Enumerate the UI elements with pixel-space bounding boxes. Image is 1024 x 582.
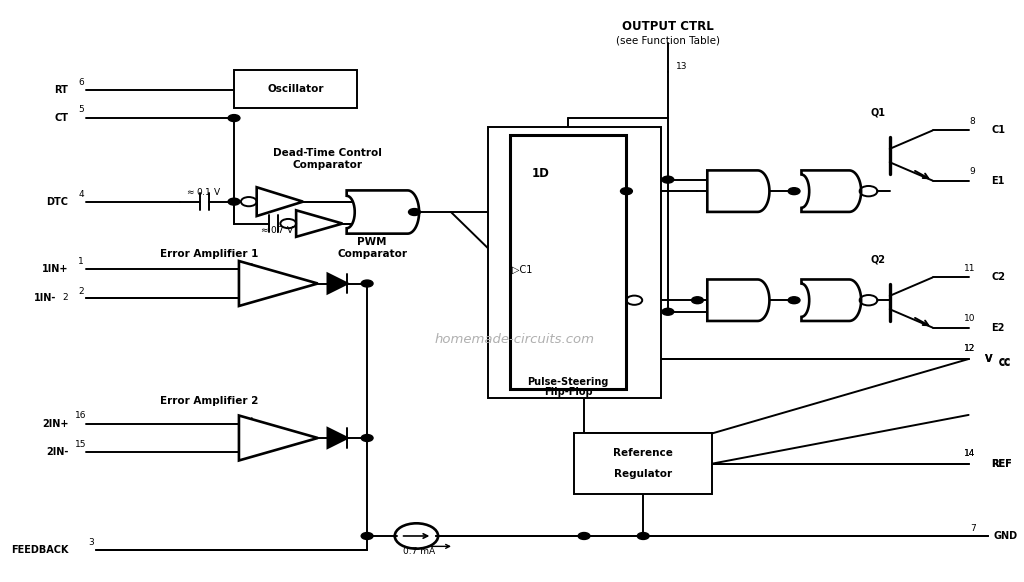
- Text: −: −: [247, 294, 257, 307]
- Text: V: V: [985, 354, 993, 364]
- Text: 1IN+: 1IN+: [42, 264, 69, 274]
- Text: 1IN-: 1IN-: [34, 293, 56, 303]
- Text: Q1: Q1: [870, 107, 886, 118]
- Polygon shape: [708, 171, 769, 212]
- Text: C1: C1: [991, 126, 1006, 136]
- Text: Error Amplifier 1: Error Amplifier 1: [160, 249, 258, 258]
- Text: Comparator: Comparator: [337, 249, 408, 258]
- Circle shape: [409, 208, 421, 215]
- Text: $\approx$0.1 V: $\approx$0.1 V: [185, 186, 221, 197]
- Text: CT: CT: [54, 113, 69, 123]
- Text: Error Amplifier 2: Error Amplifier 2: [160, 396, 258, 406]
- Polygon shape: [802, 171, 861, 212]
- Text: (see Function Table): (see Function Table): [615, 36, 720, 45]
- Text: REF: REF: [991, 459, 1012, 469]
- Polygon shape: [347, 190, 419, 233]
- Text: $\approx$0.7 V: $\approx$0.7 V: [259, 224, 294, 235]
- Polygon shape: [296, 210, 342, 237]
- Text: 2IN-: 2IN-: [46, 448, 69, 457]
- Circle shape: [637, 533, 649, 540]
- Text: 5: 5: [78, 105, 84, 115]
- Text: 8: 8: [970, 117, 976, 126]
- Text: Comparator: Comparator: [293, 160, 362, 171]
- Text: E1: E1: [991, 176, 1005, 186]
- Text: REF: REF: [991, 459, 1012, 469]
- Text: CC: CC: [998, 358, 1011, 367]
- Circle shape: [788, 297, 800, 304]
- Text: 2: 2: [79, 286, 84, 296]
- Text: Dead-Time Control: Dead-Time Control: [273, 148, 382, 158]
- Text: 11: 11: [964, 264, 976, 273]
- Bar: [574, 434, 713, 494]
- Text: 12: 12: [965, 344, 976, 353]
- Bar: [234, 70, 357, 108]
- Text: 12: 12: [965, 344, 976, 353]
- Circle shape: [579, 533, 590, 540]
- Polygon shape: [328, 428, 347, 448]
- Text: 2: 2: [62, 293, 69, 303]
- Text: +: +: [247, 416, 257, 428]
- Text: 14: 14: [965, 449, 976, 458]
- Text: homemade-circuits.com: homemade-circuits.com: [435, 333, 595, 346]
- Text: 13: 13: [676, 62, 687, 70]
- Text: 9: 9: [970, 167, 976, 176]
- Polygon shape: [802, 279, 861, 321]
- Text: Oscillator: Oscillator: [267, 84, 324, 94]
- Circle shape: [361, 435, 373, 442]
- Text: +: +: [247, 261, 257, 274]
- Circle shape: [361, 280, 373, 287]
- Text: 15: 15: [76, 440, 87, 449]
- Text: 1D: 1D: [531, 167, 550, 180]
- Text: 2IN+: 2IN+: [42, 418, 69, 428]
- Text: ▷C1: ▷C1: [512, 265, 532, 275]
- Text: 4: 4: [79, 190, 84, 198]
- Circle shape: [788, 188, 800, 194]
- Text: V: V: [985, 354, 993, 364]
- Circle shape: [621, 188, 633, 194]
- Text: DTC: DTC: [46, 197, 69, 207]
- Text: 7: 7: [970, 524, 976, 533]
- Text: E2: E2: [991, 322, 1005, 332]
- Text: 14: 14: [965, 449, 976, 458]
- Text: Regulator: Regulator: [614, 469, 673, 479]
- Text: 6: 6: [78, 78, 84, 87]
- Polygon shape: [257, 187, 303, 216]
- Polygon shape: [328, 274, 347, 293]
- Text: FEEDBACK: FEEDBACK: [11, 545, 69, 555]
- Bar: [488, 127, 660, 398]
- Text: Q2: Q2: [870, 254, 886, 264]
- Text: RT: RT: [54, 86, 69, 95]
- Text: 3: 3: [88, 538, 94, 547]
- Polygon shape: [239, 416, 317, 460]
- Text: −: −: [247, 449, 257, 462]
- Text: GND: GND: [993, 531, 1018, 541]
- Text: OUTPUT CTRL: OUTPUT CTRL: [622, 20, 714, 34]
- Text: 10: 10: [964, 314, 976, 323]
- Text: Pulse-Steering: Pulse-Steering: [527, 377, 609, 386]
- Text: 1: 1: [78, 257, 84, 265]
- Text: Reference: Reference: [613, 448, 673, 458]
- Text: PWM: PWM: [357, 237, 387, 247]
- Polygon shape: [239, 261, 317, 306]
- Circle shape: [361, 533, 373, 540]
- Text: Flip-Flop: Flip-Flop: [544, 387, 593, 397]
- Text: 16: 16: [76, 411, 87, 420]
- Circle shape: [662, 308, 674, 315]
- Text: CC: CC: [998, 359, 1011, 368]
- Circle shape: [662, 176, 674, 183]
- Circle shape: [228, 198, 240, 205]
- Circle shape: [691, 297, 703, 304]
- Text: 0.7 mA: 0.7 mA: [403, 547, 435, 556]
- Polygon shape: [708, 279, 769, 321]
- Bar: [510, 136, 627, 389]
- Circle shape: [228, 115, 240, 122]
- Text: C2: C2: [991, 272, 1006, 282]
